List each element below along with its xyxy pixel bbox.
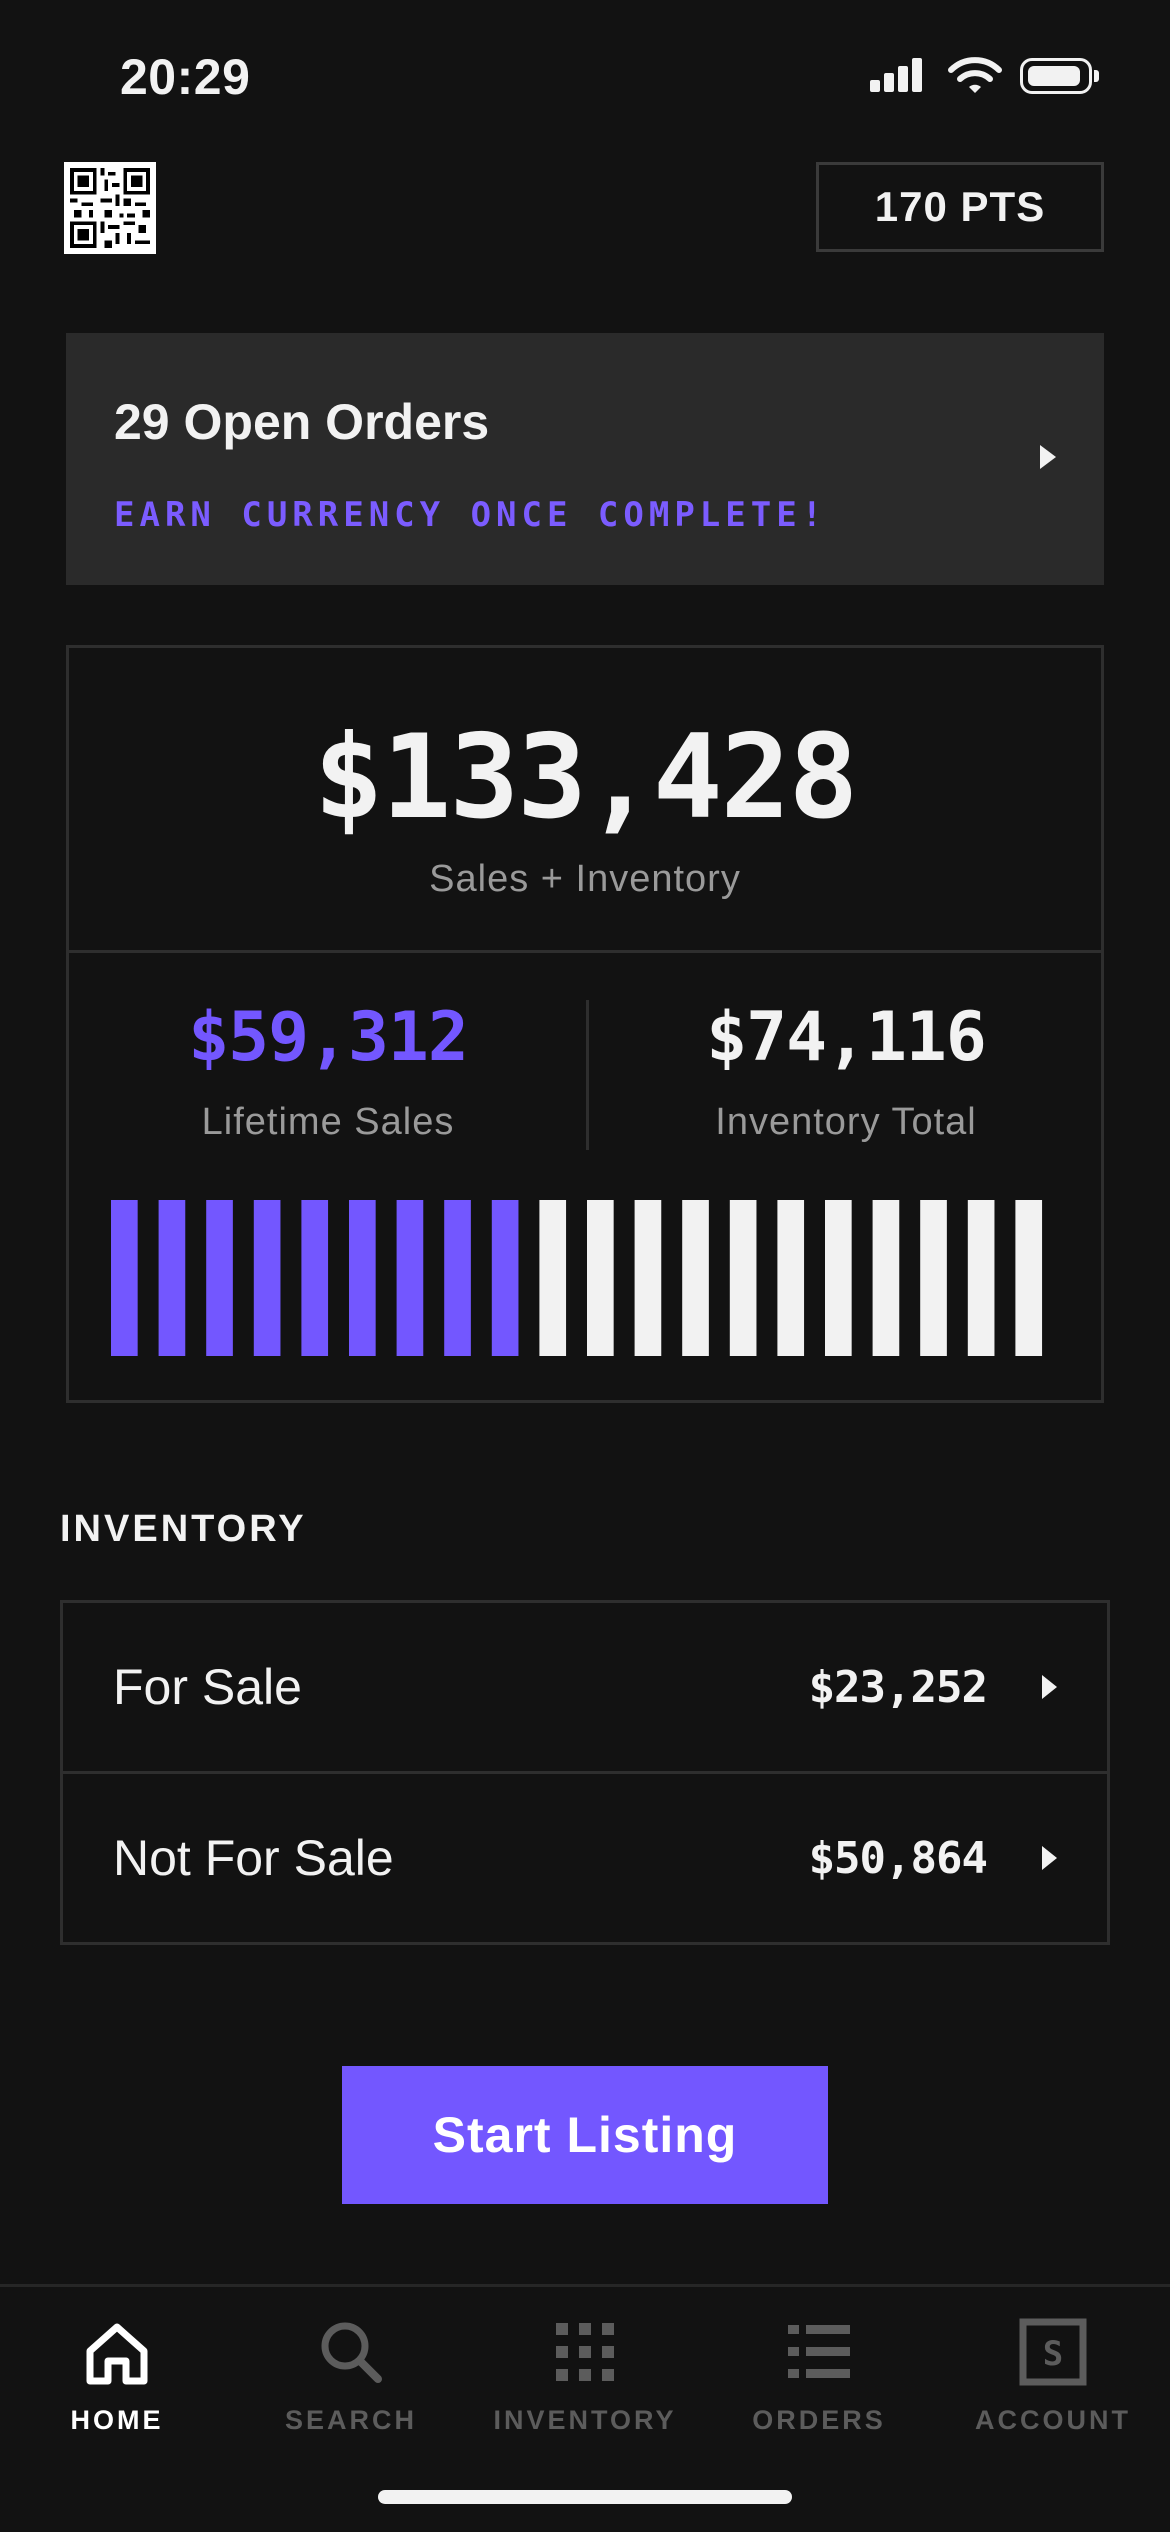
home-indicator [378, 2490, 792, 2504]
card-divider [69, 950, 1101, 953]
chevron-right-icon [1042, 1846, 1057, 1870]
inventory-row-not-for-sale[interactable]: Not For Sale $50,864 [63, 1771, 1107, 1942]
cellular-signal-icon [870, 58, 922, 92]
bottom-tab-bar: HOME SEARCH INVENTORY ORDERS [0, 2284, 1170, 2532]
inventory-row-label: For Sale [113, 1659, 302, 1715]
grid-icon [556, 2323, 614, 2381]
lifetime-sales-stat: $59,312 Lifetime Sales [69, 998, 587, 1144]
inventory-heading: INVENTORY [60, 1508, 307, 1550]
meter-bar-empty [539, 1200, 567, 1356]
total-value: $133,428 [313, 710, 859, 845]
tab-inventory[interactable]: INVENTORY [468, 2317, 702, 2436]
meter-bar-filled [301, 1200, 329, 1356]
battery-icon [1020, 58, 1099, 94]
tab-home[interactable]: HOME [0, 2317, 234, 2436]
inventory-row-value: $23,252 [808, 1661, 988, 1713]
qr-code-icon [70, 168, 150, 248]
meter-bar-empty [587, 1200, 614, 1356]
lifetime-sales-value: $59,312 [188, 998, 469, 1077]
tab-label: HOME [70, 2405, 164, 2435]
open-orders-subtitle: EARN CURRENCY ONCE COMPLETE! [114, 495, 828, 535]
meter-bar-filled [253, 1200, 281, 1356]
inventory-total-label: Inventory Total [715, 1101, 977, 1143]
meter-bar-empty [777, 1200, 805, 1356]
qr-code-button[interactable] [64, 162, 156, 254]
tab-label: ORDERS [752, 2405, 886, 2435]
meter-bar-empty [967, 1200, 995, 1356]
meter-bar-filled [206, 1200, 233, 1356]
svg-text:S: S [1043, 2334, 1063, 2374]
list-icon [788, 2325, 850, 2378]
lifetime-sales-label: Lifetime Sales [201, 1101, 455, 1143]
points-badge[interactable]: 170 PTS [816, 162, 1104, 252]
inventory-row-for-sale[interactable]: For Sale $23,252 [63, 1603, 1107, 1771]
open-orders-banner[interactable]: 29 Open Orders EARN CURRENCY ONCE COMPLE… [66, 333, 1104, 585]
meter-bar-filled [158, 1200, 186, 1356]
tab-label: SEARCH [284, 2405, 417, 2435]
inventory-list: For Sale $23,252 Not For Sale $50,864 [60, 1600, 1110, 1945]
start-listing-button[interactable]: Start Listing [342, 2066, 828, 2204]
meter-bar-empty [634, 1200, 662, 1356]
meter-bar-empty [825, 1200, 852, 1356]
tab-label: INVENTORY [493, 2405, 677, 2435]
inventory-total-stat: $74,116 Inventory Total [587, 998, 1105, 1144]
meter-bar-filled [396, 1200, 424, 1356]
open-orders-title: 29 Open Orders [114, 394, 490, 450]
home-icon [86, 2323, 148, 2385]
tab-account[interactable]: S ACCOUNT [936, 2317, 1170, 2436]
status-icons [870, 56, 1099, 96]
tab-orders[interactable]: ORDERS [702, 2317, 936, 2436]
meter-bar-filled [444, 1200, 471, 1356]
meter-bar-empty [872, 1200, 900, 1356]
portfolio-summary-card: $133,428 Sales + Inventory $59,312 Lifet… [66, 645, 1104, 1403]
chevron-right-icon [1042, 1675, 1057, 1699]
stat-divider [586, 1000, 589, 1150]
meter-bar-filled [111, 1200, 138, 1356]
meter-bar-filled [491, 1200, 519, 1356]
account-icon: S [1019, 2318, 1087, 2386]
meter-bar-empty [1015, 1200, 1043, 1356]
meter-bar-empty [682, 1200, 709, 1356]
meter-bar-filled [349, 1200, 376, 1356]
wifi-icon [948, 57, 1002, 93]
inventory-row-label: Not For Sale [113, 1830, 394, 1886]
status-time: 20:29 [120, 49, 251, 105]
tab-label: ACCOUNT [975, 2405, 1131, 2435]
sales-inventory-bar-meter [111, 1200, 1043, 1356]
inventory-row-value: $50,864 [808, 1832, 988, 1884]
total-value-label: Sales + Inventory [429, 858, 741, 900]
meter-bar-empty [729, 1200, 757, 1356]
meter-bar-empty [920, 1200, 947, 1356]
tab-search[interactable]: SEARCH [234, 2317, 468, 2436]
inventory-total-value: $74,116 [706, 998, 987, 1077]
chevron-right-icon [1040, 445, 1056, 469]
search-icon [321, 2322, 382, 2383]
